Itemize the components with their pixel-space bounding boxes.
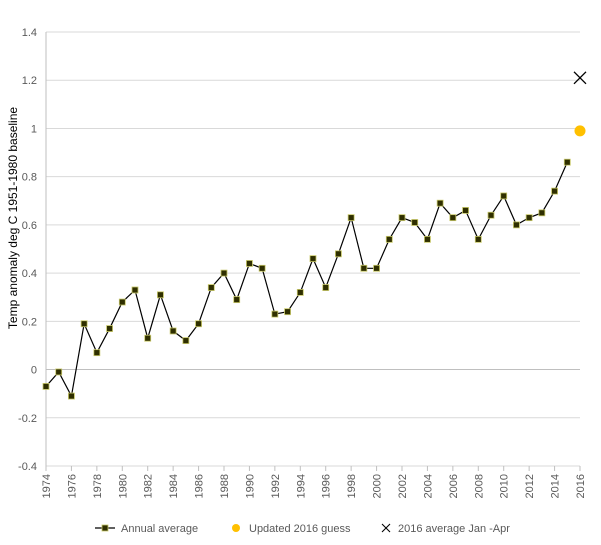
annual-average-point bbox=[525, 214, 533, 222]
annual-average-point bbox=[373, 264, 380, 272]
y-axis-title: Temp anomaly deg C 1951-1980 baseline bbox=[6, 107, 20, 329]
annual-average-point bbox=[462, 207, 469, 214]
annual-average-point bbox=[68, 392, 75, 400]
annual-average-point bbox=[398, 214, 406, 222]
x-tick-label: 2010 bbox=[499, 474, 511, 498]
annual-average-point bbox=[347, 214, 355, 222]
x-tick-label: 1992 bbox=[270, 474, 282, 498]
annual-average-point bbox=[271, 310, 279, 318]
annual-average-point bbox=[80, 320, 88, 328]
annual-average-point bbox=[551, 187, 558, 195]
x-tick-label: 2014 bbox=[550, 474, 562, 498]
x-tick-label: 2002 bbox=[397, 474, 409, 498]
x-tick-label: 2016 bbox=[575, 474, 587, 498]
x-tick-label: 1996 bbox=[321, 474, 333, 498]
jan-apr-2016-point bbox=[573, 71, 587, 85]
annual-average-point bbox=[538, 209, 546, 217]
x-tick-label: 2006 bbox=[448, 474, 460, 498]
x-axis-ticks: 1974 1976 1978 1980 1982 1984 1986 1988 1990 1992… bbox=[41, 466, 587, 498]
x-tick-label: 1998 bbox=[346, 474, 358, 498]
x-tick-label: 1986 bbox=[194, 474, 206, 498]
x-tick-label: 1990 bbox=[244, 474, 256, 498]
annual-average-point bbox=[220, 269, 228, 277]
annual-average-point bbox=[474, 235, 482, 243]
legend: Annual average Updated 2016 guess 2016 ave… bbox=[95, 523, 510, 535]
y-tick-label: 0 bbox=[31, 365, 37, 377]
annual-average-point bbox=[424, 235, 431, 243]
annual-average-point bbox=[284, 308, 291, 316]
axes bbox=[45, 32, 580, 466]
annual-average-point bbox=[157, 291, 164, 299]
y-tick-label: 0.4 bbox=[22, 268, 37, 280]
legend-label: Annual average bbox=[121, 523, 198, 535]
x-tick-label: 2008 bbox=[473, 474, 485, 498]
annual-average-point bbox=[436, 199, 444, 207]
annual-average-point bbox=[513, 221, 520, 229]
series bbox=[42, 71, 587, 400]
annual-average-point bbox=[106, 325, 113, 332]
x-tick-label: 1980 bbox=[117, 474, 129, 498]
annual-average-point bbox=[93, 349, 101, 357]
annual-average-point bbox=[296, 288, 304, 296]
annual-average-point bbox=[500, 192, 508, 200]
legend-x-swatch bbox=[381, 523, 391, 533]
annual-average-point bbox=[360, 264, 368, 272]
x-tick-label: 1984 bbox=[168, 474, 180, 498]
x-tick-label: 2004 bbox=[422, 474, 434, 498]
x-tick-label: 2012 bbox=[524, 474, 536, 498]
annual-average-point bbox=[258, 264, 266, 272]
y-tick-label: 1.4 bbox=[22, 27, 37, 39]
annual-average-point bbox=[182, 337, 190, 345]
y-axis-ticks: 1.4 1.2 1 0.8 0.6 0.4 0.2 0 -0.2 -0.4 bbox=[18, 27, 37, 473]
annual-average-point bbox=[411, 219, 419, 226]
gridlines bbox=[46, 31, 580, 467]
annual-average-point bbox=[449, 214, 457, 222]
x-tick-label: 1974 bbox=[41, 474, 53, 498]
y-tick-label: 0.2 bbox=[22, 316, 37, 328]
x-tick-label: 1982 bbox=[143, 474, 155, 498]
legend-square-swatch bbox=[101, 524, 109, 532]
y-tick-label: -0.2 bbox=[18, 413, 37, 425]
legend-item: Updated 2016 guess bbox=[232, 523, 351, 535]
x-tick-label: 2000 bbox=[372, 474, 384, 498]
annual-average-point bbox=[233, 296, 241, 304]
annual-average-point bbox=[563, 158, 571, 166]
y-tick-label: 1.2 bbox=[22, 75, 37, 87]
y-tick-label: 0.6 bbox=[22, 220, 37, 232]
x-tick-label: 1988 bbox=[219, 474, 231, 498]
annual-average-point bbox=[131, 286, 139, 294]
annual-average-point bbox=[42, 383, 50, 390]
legend-item: Annual average bbox=[95, 523, 198, 535]
annual-average-point bbox=[118, 298, 126, 306]
annual-average-point bbox=[322, 284, 330, 291]
annual-average-point bbox=[487, 211, 495, 219]
annual-average-point bbox=[169, 327, 177, 335]
legend-label: 2016 average Jan -Apr bbox=[398, 523, 510, 535]
x-tick-label: 1978 bbox=[92, 474, 104, 498]
legend-item: 2016 average Jan -Apr bbox=[381, 523, 510, 535]
legend-label: Updated 2016 guess bbox=[249, 523, 351, 535]
annual-average-point bbox=[55, 368, 63, 376]
updated-2016-guess-point bbox=[574, 125, 586, 137]
y-tick-label: 0.8 bbox=[22, 172, 37, 184]
annual-average-point bbox=[144, 334, 152, 342]
y-tick-label: 1 bbox=[31, 123, 37, 135]
legend-circle-swatch bbox=[232, 524, 240, 532]
x-tick-label: 1976 bbox=[66, 474, 78, 498]
y-tick-label: -0.4 bbox=[18, 461, 37, 473]
annual-average-point bbox=[309, 255, 317, 263]
x-tick-label: 1994 bbox=[295, 474, 307, 498]
annual-average-point bbox=[246, 260, 253, 267]
annual-average-point bbox=[335, 250, 342, 258]
annual-average-point bbox=[207, 284, 215, 291]
annual-average-line bbox=[45, 161, 568, 398]
annual-average-point bbox=[195, 320, 202, 328]
annual-average-point bbox=[385, 235, 393, 243]
